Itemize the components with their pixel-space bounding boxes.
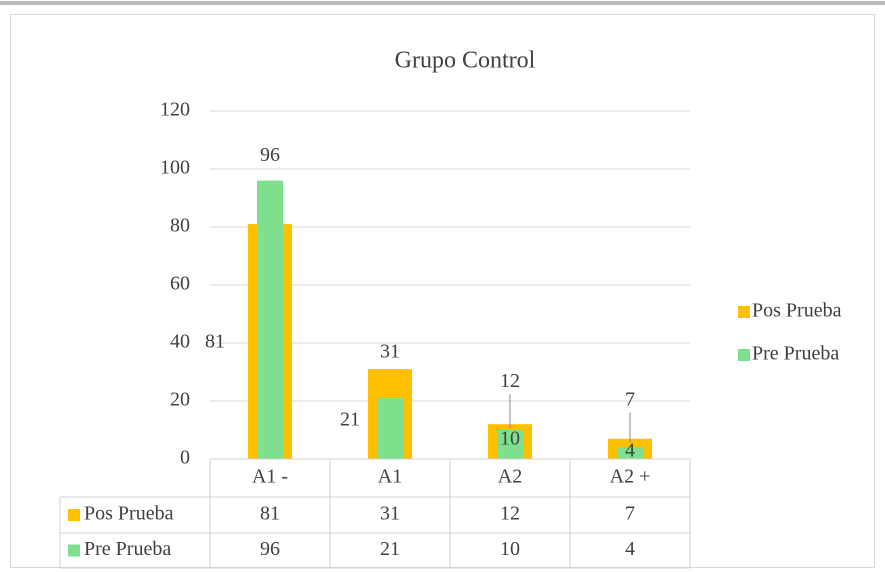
data-label: 4: [625, 440, 635, 462]
data-label: 7: [625, 388, 635, 410]
data-label: 12: [500, 370, 520, 392]
table-cell: 10: [500, 538, 520, 560]
table-key: [68, 544, 80, 557]
table-cell: 12: [500, 503, 520, 525]
table-series-name: Pre Prueba: [84, 538, 171, 560]
chart-title: Grupo Control: [395, 48, 536, 74]
bar: [257, 180, 283, 459]
y-tick-label: 40: [170, 331, 190, 353]
data-label: 81: [205, 331, 225, 353]
bar: [377, 398, 403, 459]
bar: [497, 430, 523, 459]
y-tick-label: 20: [170, 389, 190, 411]
legend-label: Pre Prueba: [752, 343, 839, 365]
x-tick-label: A2: [498, 466, 522, 488]
y-tick-label: 120: [160, 99, 190, 121]
table-cell: 7: [625, 503, 635, 525]
table-key: [68, 509, 80, 521]
legend-key: [738, 349, 750, 361]
data-label: 10: [500, 428, 520, 450]
table-cell: 31: [380, 503, 400, 525]
legend-label: Pos Prueba: [752, 300, 842, 322]
data-label: 31: [380, 341, 400, 363]
y-tick-label: 80: [170, 215, 190, 237]
x-tick-label: A2 +: [610, 466, 651, 488]
x-tick-label: A1: [378, 466, 402, 488]
table-cell: 81: [260, 503, 280, 525]
table-cell: 96: [260, 538, 280, 560]
table-cell: 21: [380, 538, 400, 560]
x-tick-label: A1 -: [252, 466, 288, 488]
y-tick-label: 0: [180, 447, 190, 469]
legend-key: [738, 306, 750, 318]
y-tick-label: 60: [170, 273, 190, 295]
table-cell: 4: [625, 538, 635, 560]
data-label: 96: [260, 144, 280, 166]
data-label: 21: [340, 409, 360, 431]
y-tick-label: 100: [160, 157, 190, 179]
table-series-name: Pos Prueba: [84, 503, 174, 525]
bar: [617, 447, 643, 459]
